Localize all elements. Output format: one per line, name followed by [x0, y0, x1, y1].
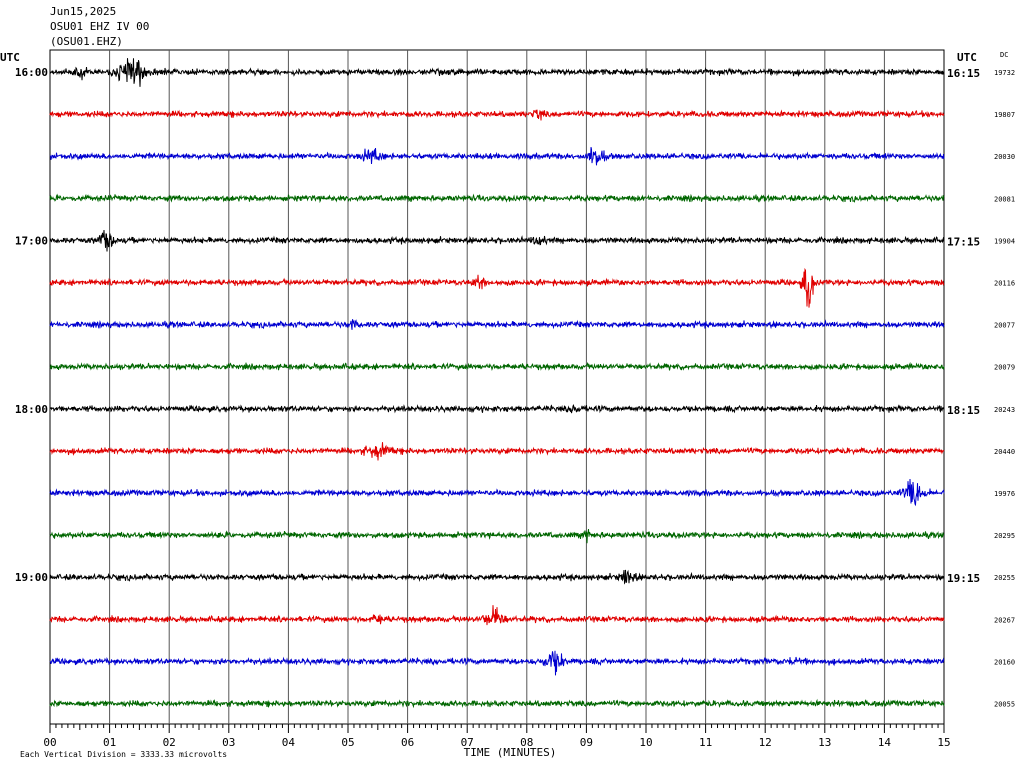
x-tick-label: 06 — [401, 736, 414, 749]
trace-start-time-label: 19:00 — [15, 571, 48, 584]
x-tick-label: 07 — [461, 736, 474, 749]
trace-dc-value: 20440 — [994, 448, 1015, 456]
trace-dc-value: 19976 — [994, 490, 1015, 498]
x-tick-label: 09 — [580, 736, 593, 749]
x-tick-label: 03 — [222, 736, 235, 749]
seismic-trace — [49, 698, 945, 709]
seismic-trace — [49, 146, 945, 166]
axis-labels: 00 01 02 03 04 05 06 07 08 09 10 11 12 13 14 15 TIME (MI… — [0, 51, 1015, 759]
x-tick-label: 15 — [937, 736, 950, 749]
seismic-trace — [49, 267, 945, 308]
seismic-trace — [49, 229, 945, 252]
seismic-trace — [49, 109, 945, 121]
seismic-trace — [49, 478, 945, 507]
trace-dc-value: 19807 — [994, 111, 1015, 119]
x-tick-label: 13 — [818, 736, 831, 749]
trace-dc-value: 19732 — [994, 69, 1015, 77]
header-date: Jun15,2025 — [50, 5, 117, 18]
x-tick-label: 05 — [341, 736, 354, 749]
trace-dc-value: 20267 — [994, 616, 1015, 624]
grid-lines — [49, 49, 945, 733]
trace-dc-value: 20243 — [994, 406, 1015, 414]
trace-end-time-label: 16:15 — [947, 67, 980, 80]
seismic-trace — [49, 193, 945, 204]
x-tick-label: 00 — [43, 736, 56, 749]
trace-start-time-label: 17:00 — [15, 234, 48, 247]
x-tick-label: 12 — [759, 736, 772, 749]
header-station: OSU01 EHZ IV 00 — [50, 20, 150, 33]
x-tick-label: 01 — [103, 736, 116, 749]
trace-end-time-label: 17:15 — [947, 235, 980, 248]
seismic-trace — [49, 650, 945, 676]
header-channel-code: (OSU01.EHZ) — [50, 35, 123, 48]
trace-dc-value: 20116 — [994, 280, 1015, 288]
trace-dc-value: 20079 — [994, 364, 1015, 372]
trace-dc-value: 20160 — [994, 658, 1015, 666]
seismic-trace — [49, 361, 945, 371]
x-tick-label: 11 — [699, 736, 712, 749]
x-tick-label: 02 — [163, 736, 176, 749]
seismic-trace — [49, 605, 945, 626]
trace-dc-value: 19904 — [994, 237, 1015, 245]
trace-dc-value: 20295 — [994, 532, 1015, 540]
x-tick-label: 04 — [282, 736, 296, 749]
trace-end-time-label: 18:15 — [947, 404, 980, 417]
x-tick-label: 10 — [639, 736, 652, 749]
seismic-traces — [49, 58, 945, 709]
scale-note: Each Vertical Division = 3333.33 microvo… — [20, 750, 227, 759]
trace-dc-value: 20077 — [994, 322, 1015, 330]
trace-dc-value: 20055 — [994, 701, 1015, 709]
utc-left-label: UTC — [0, 51, 20, 64]
trace-dc-value: 20081 — [994, 195, 1015, 203]
seismic-trace — [49, 442, 945, 461]
seismic-trace — [49, 403, 945, 414]
seismic-trace — [49, 319, 945, 330]
trace-dc-value: 20255 — [994, 574, 1015, 582]
seismic-trace — [49, 569, 944, 585]
x-axis-label: TIME (MINUTES) — [464, 746, 557, 759]
x-tick-label: 08 — [520, 736, 533, 749]
plot-frame — [49, 49, 945, 725]
trace-end-time-label: 19:15 — [947, 572, 980, 585]
trace-start-time-label: 16:00 — [15, 66, 48, 79]
seismic-trace — [49, 528, 945, 544]
x-tick-label: 14 — [878, 736, 892, 749]
dc-label: DC — [1000, 51, 1008, 59]
seismic-trace — [49, 58, 945, 87]
utc-right-label: UTC — [957, 51, 977, 64]
trace-start-time-label: 18:00 — [15, 403, 48, 416]
trace-dc-value: 20030 — [994, 153, 1015, 161]
